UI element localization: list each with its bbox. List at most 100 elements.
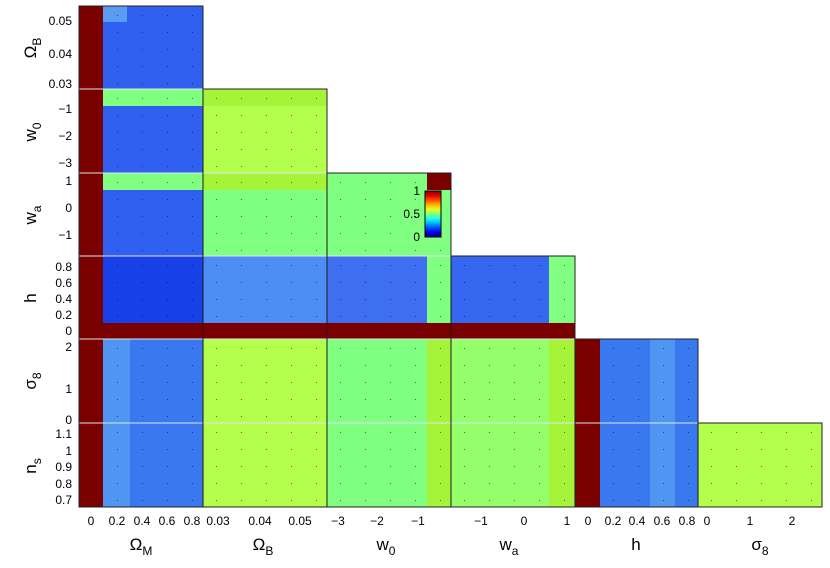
sample-dot	[514, 382, 515, 383]
sample-dot	[192, 149, 193, 150]
sample-dot	[117, 132, 118, 133]
x-tick-label-w0: −3	[331, 514, 345, 528]
sample-dot	[316, 250, 317, 251]
sample-dot	[415, 382, 416, 383]
sample-dot	[440, 182, 441, 183]
sample-dot	[241, 216, 242, 217]
sample-dot	[167, 333, 168, 334]
sample-dot	[216, 182, 217, 183]
sample-dot	[390, 365, 391, 366]
x-axis-label-wa-subscript: a	[512, 544, 519, 558]
sample-dot	[415, 399, 416, 400]
sample-dot	[241, 98, 242, 99]
sample-dot	[514, 365, 515, 366]
sample-dot	[390, 233, 391, 234]
sample-dot	[390, 265, 391, 266]
sample-dot	[92, 83, 93, 84]
sample-dot	[92, 233, 93, 234]
sample-dot	[192, 83, 193, 84]
y-axis-label-wa-subscript: a	[30, 205, 44, 212]
sample-dot	[489, 316, 490, 317]
sample-dot	[266, 182, 267, 183]
sample-dot	[390, 500, 391, 501]
sample-dot	[688, 449, 689, 450]
sample-dot	[192, 500, 193, 501]
sample-dot	[241, 182, 242, 183]
sample-dot	[241, 333, 242, 334]
sample-dot	[440, 348, 441, 349]
y-axis-label-ns: ns	[21, 458, 44, 473]
sample-dot	[192, 483, 193, 484]
panel-wa-omega_m-strip	[79, 173, 103, 256]
sample-dot	[638, 432, 639, 433]
sample-dot	[440, 265, 441, 266]
sample-dot	[266, 265, 267, 266]
panel-omega_b-omega_m-patch	[103, 6, 127, 22]
sample-dot	[117, 233, 118, 234]
colorbar-tick-label: 1	[413, 184, 420, 198]
sample-dot	[390, 348, 391, 349]
sample-dot	[117, 199, 118, 200]
y-axis-label-omega_b-text: ΩB	[21, 38, 44, 59]
sample-dot	[266, 333, 267, 334]
sample-dot	[588, 382, 589, 383]
x-tick-label-omega_m: 0	[88, 514, 95, 528]
sample-dot	[92, 432, 93, 433]
sample-dot	[613, 449, 614, 450]
sample-dot	[192, 416, 193, 417]
x-tick-label-h: 0.6	[654, 514, 671, 528]
sample-dot	[365, 282, 366, 283]
sample-dot	[142, 233, 143, 234]
sample-dot	[415, 316, 416, 317]
sample-dot	[638, 399, 639, 400]
sample-dot	[291, 299, 292, 300]
sample-dot	[390, 382, 391, 383]
sample-dot	[167, 149, 168, 150]
sample-dot	[192, 365, 193, 366]
sample-dot	[489, 449, 490, 450]
y-tick-label-ns: 0.8	[55, 477, 72, 491]
sample-dot	[415, 348, 416, 349]
sample-dot	[142, 466, 143, 467]
sample-dot	[365, 449, 366, 450]
x-axis-label-omega_m: ΩM	[130, 535, 153, 558]
y-tick-label-h: 0.4	[55, 292, 72, 306]
x-axis-label-omega_b-text: ΩB	[253, 535, 274, 558]
sample-dot	[216, 348, 217, 349]
sample-dot	[142, 282, 143, 283]
sample-dot	[167, 115, 168, 116]
sample-dot	[291, 182, 292, 183]
sample-dot	[316, 233, 317, 234]
sample-dot	[92, 32, 93, 33]
sample-dot	[440, 449, 441, 450]
sample-dot	[415, 182, 416, 183]
sample-dot	[266, 132, 267, 133]
sample-dot	[192, 282, 193, 283]
sample-dot	[464, 382, 465, 383]
sample-dot	[117, 382, 118, 383]
sample-dot	[266, 299, 267, 300]
sample-dot	[316, 466, 317, 467]
sample-dot	[142, 149, 143, 150]
x-tick-label-wa: −1	[474, 514, 488, 528]
sample-dot	[216, 382, 217, 383]
sample-dot	[415, 299, 416, 300]
sample-dot	[316, 216, 317, 217]
sample-dot	[539, 265, 540, 266]
sample-dot	[663, 399, 664, 400]
y-tick-label-ns: 1.1	[55, 427, 72, 441]
sample-dot	[415, 199, 416, 200]
sample-dot	[390, 182, 391, 183]
sample-dot	[117, 416, 118, 417]
sample-dot	[564, 449, 565, 450]
sample-dot	[365, 316, 366, 317]
sample-dot	[811, 500, 812, 501]
sample-dot	[167, 98, 168, 99]
sample-dot	[216, 500, 217, 501]
sample-dot	[241, 500, 242, 501]
x-tick-label-sigma8: 0	[704, 514, 711, 528]
sample-dot	[440, 432, 441, 433]
sample-dot	[192, 166, 193, 167]
sample-dot	[489, 466, 490, 467]
x-tick-label-h: 0	[585, 514, 592, 528]
